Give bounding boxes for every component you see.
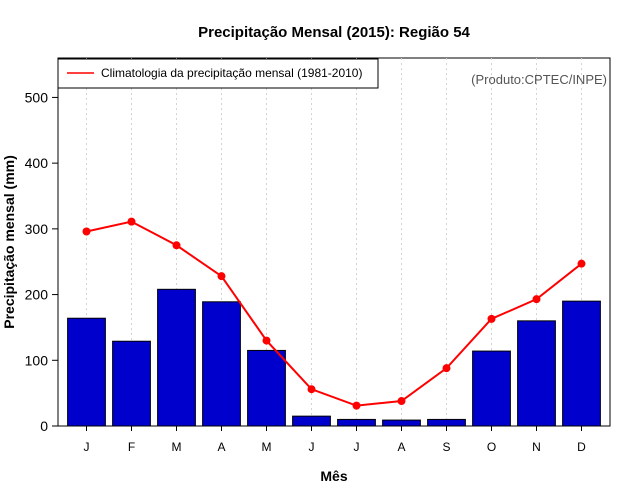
chart-title: Precipitação Mensal (2015): Região 54 [198, 24, 470, 41]
legend: Climatologia da precipitação mensal (198… [57, 58, 379, 89]
climatology-point-6 [307, 385, 316, 394]
climatology-point-3 [172, 241, 181, 250]
x-tick-label: O [487, 440, 496, 454]
x-tick-label: S [442, 440, 450, 454]
bar-A-8 [382, 419, 421, 427]
bar-S-9 [427, 418, 466, 427]
climatology-point-10 [487, 314, 496, 323]
bar-J-6 [292, 415, 331, 427]
legend-box [57, 58, 379, 89]
x-tick-label: F [128, 440, 135, 454]
bar-J-7 [337, 418, 376, 427]
y-tick-label: 0 [40, 418, 48, 434]
y-axis-label: Precipitação mensal (mm) [1, 155, 17, 329]
x-tick-label: N [532, 440, 541, 454]
plot-area-frame [57, 57, 611, 427]
y-tick-label: 400 [25, 155, 49, 171]
bar-O-10 [472, 350, 511, 427]
y-tick-label: 500 [25, 89, 49, 105]
y-tick-label: 200 [25, 287, 49, 303]
climatology-point-4 [217, 272, 226, 281]
x-tick-label: J [309, 440, 315, 454]
x-tick-label: A [397, 440, 405, 454]
climatology-point-12 [577, 259, 586, 268]
climatology-point-1 [82, 227, 91, 236]
credit-text: (Produto:CPTEC/INPE) [471, 72, 607, 87]
climatology-line [86, 220, 583, 407]
climatology-point-8 [397, 397, 406, 406]
bar-M-5 [247, 349, 286, 427]
y-tick-label: 300 [25, 221, 49, 237]
bar-N-11 [517, 320, 556, 427]
x-tick-label: M [172, 440, 182, 454]
climatology-point-7 [352, 401, 361, 410]
climatology-point-2 [127, 217, 136, 226]
bar-M-3 [157, 288, 196, 427]
climatology-point-5 [262, 336, 271, 345]
climatology-point-11 [532, 295, 541, 304]
y-tick-label: 100 [25, 352, 49, 368]
bar-D-12 [562, 300, 601, 427]
x-tick-label: A [217, 440, 225, 454]
x-tick-label: J [84, 440, 90, 454]
bar-J-1 [67, 317, 106, 427]
climatology-line-series [82, 217, 586, 410]
x-axis-label: Mês [320, 468, 347, 484]
bar-F-2 [112, 340, 151, 427]
legend-entry-climatology: Climatologia da precipitação mensal (198… [101, 66, 362, 80]
y-axis: 0 100 200 300 400 500 [25, 89, 58, 434]
x-tick-label: D [577, 440, 586, 454]
x-tick-label: J [354, 440, 360, 454]
bar-A-4 [202, 301, 241, 427]
x-tick-label: M [262, 440, 272, 454]
bar-series [67, 288, 601, 427]
climatology-point-9 [442, 364, 451, 373]
